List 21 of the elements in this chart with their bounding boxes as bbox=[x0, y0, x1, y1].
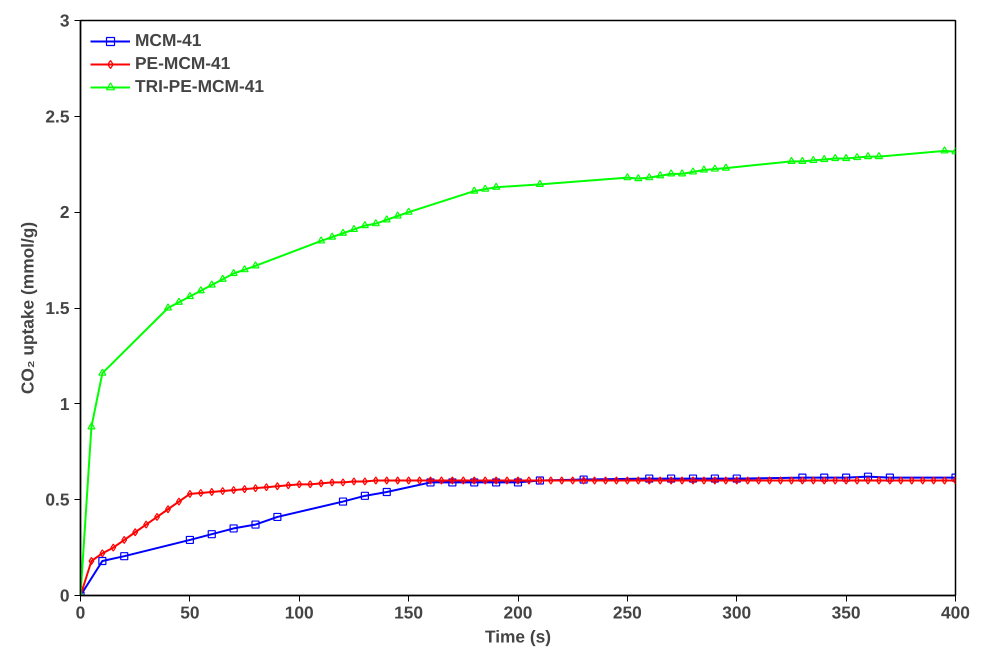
x-tick-label: 300 bbox=[722, 602, 752, 622]
x-tick-label: 50 bbox=[180, 602, 200, 622]
y-axis-title: CO₂ uptake (mmol/g) bbox=[17, 222, 38, 394]
y-tick-label: 1 bbox=[60, 394, 70, 414]
x-tick-label: 350 bbox=[832, 602, 861, 622]
y-tick-label: 0 bbox=[60, 586, 70, 606]
x-tick-label: 250 bbox=[612, 602, 642, 622]
x-tick-label: 100 bbox=[284, 602, 314, 622]
legend-label: MCM-41 bbox=[135, 30, 202, 51]
x-tick-label: 0 bbox=[76, 602, 86, 622]
y-tick-label: 0.5 bbox=[45, 490, 70, 510]
x-tick-label: 200 bbox=[504, 602, 532, 622]
y-tick-label: 2 bbox=[60, 202, 70, 222]
y-tick-label: 1.5 bbox=[45, 298, 70, 318]
y-tick-label: 2.5 bbox=[45, 106, 70, 126]
x-tick-label: 150 bbox=[394, 602, 424, 622]
x-axis-title: Time (s) bbox=[484, 626, 552, 646]
legend-label: PE-MCM-41 bbox=[135, 53, 230, 74]
legend-label: TRI-PE-MCM-41 bbox=[135, 76, 264, 97]
x-tick-label: 400 bbox=[941, 602, 970, 622]
y-tick-label: 3 bbox=[60, 10, 70, 30]
